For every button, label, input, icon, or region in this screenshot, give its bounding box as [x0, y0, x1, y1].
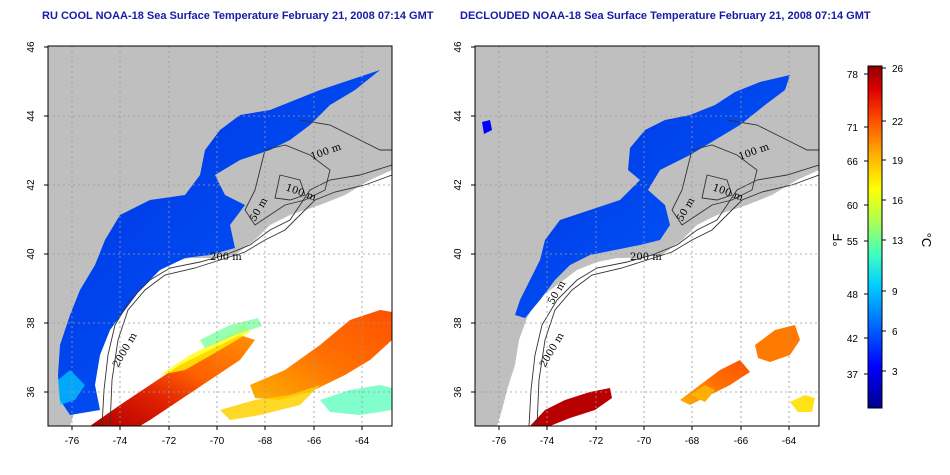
lon-tick-label: -70 — [210, 436, 225, 447]
lat-tick-label: 42 — [26, 179, 37, 191]
cold-shelf-water — [58, 70, 380, 415]
c-tick-label: 19 — [892, 156, 904, 167]
panel1-axis-ticks — [44, 46, 363, 430]
lon-tick-label: -66 — [734, 436, 749, 447]
lat-tick-label: 38 — [26, 317, 37, 329]
contour-label: 200 m — [630, 252, 662, 263]
lat-tick-label: 44 — [26, 110, 37, 122]
c-tick-label: 22 — [892, 117, 904, 128]
f-tick-label: 42 — [847, 334, 859, 345]
colorbar-f-labels: 78 71 66 60 55 48 42 37 — [847, 70, 859, 381]
contour-label: 200 m — [210, 252, 242, 263]
c-tick-label: 26 — [892, 64, 904, 75]
panel1-lon-labels: -76 -74 -72 -70 -68 -66 -64 — [65, 436, 370, 447]
lat-tick-label: 46 — [26, 41, 37, 53]
lon-tick-label: -72 — [162, 436, 177, 447]
gulf-stream-warm — [530, 388, 612, 426]
lon-tick-label: -68 — [685, 436, 700, 447]
lon-tick-label: -68 — [258, 436, 273, 447]
lat-tick-label: 40 — [453, 248, 464, 260]
panel2-map — [475, 46, 819, 426]
c-tick-label: 6 — [892, 327, 898, 338]
lat-tick-label: 42 — [453, 179, 464, 191]
lat-tick-label: 40 — [26, 248, 37, 260]
f-tick-label: 48 — [847, 290, 859, 301]
c-tick-label: 16 — [892, 196, 904, 207]
c-tick-label: 9 — [892, 287, 898, 298]
colorbar — [867, 65, 883, 409]
panel2-title: DECLOUDED NOAA-18 Sea Surface Temperatur… — [460, 10, 871, 22]
panel1-lat-labels: 46 44 42 40 38 36 — [26, 41, 37, 398]
panel2-frame — [474, 45, 820, 427]
bathymetry-contours — [101, 119, 392, 426]
lat-tick-label: 36 — [26, 386, 37, 398]
panel2-axis-ticks — [471, 46, 790, 430]
fahrenheit-unit-label: °F — [830, 233, 845, 246]
panel2-lat-labels: 46 44 42 40 38 36 — [453, 41, 464, 398]
panel1-map — [48, 46, 392, 426]
celsius-unit-label: °C — [919, 233, 934, 248]
lat-tick-label: 46 — [453, 41, 464, 53]
bathymetry-contours — [528, 119, 819, 426]
lon-tick-label: -70 — [637, 436, 652, 447]
lon-tick-label: -72 — [589, 436, 604, 447]
colorbar-ticks — [864, 67, 886, 375]
f-tick-label: 78 — [847, 70, 859, 81]
f-tick-label: 71 — [847, 123, 859, 134]
f-tick-label: 55 — [847, 237, 859, 248]
lon-tick-label: -64 — [355, 436, 370, 447]
lon-tick-label: -74 — [540, 436, 555, 447]
panel2-lon-labels: -76 -74 -72 -70 -68 -66 -64 — [492, 436, 797, 447]
lon-tick-label: -66 — [307, 436, 322, 447]
graticule — [48, 46, 392, 426]
cold-shelf-water — [515, 75, 790, 318]
colorbar-c-labels: 26 22 19 16 13 9 6 3 — [892, 64, 904, 378]
f-tick-label: 37 — [847, 370, 859, 381]
c-tick-label: 3 — [892, 367, 898, 378]
lon-tick-label: -74 — [113, 436, 128, 447]
panel1-title: RU COOL NOAA-18 Sea Surface Temperature … — [42, 10, 434, 22]
panel1-frame — [47, 45, 393, 427]
c-tick-label: 13 — [892, 236, 904, 247]
lon-tick-label: -64 — [782, 436, 797, 447]
f-tick-label: 66 — [847, 157, 859, 168]
lat-tick-label: 38 — [453, 317, 464, 329]
lat-tick-label: 36 — [453, 386, 464, 398]
lon-tick-label: -76 — [65, 436, 80, 447]
f-tick-label: 60 — [847, 201, 859, 212]
lon-tick-label: -76 — [492, 436, 507, 447]
lat-tick-label: 44 — [453, 110, 464, 122]
graticule — [475, 46, 819, 426]
gulf-stream-warm — [90, 335, 255, 426]
